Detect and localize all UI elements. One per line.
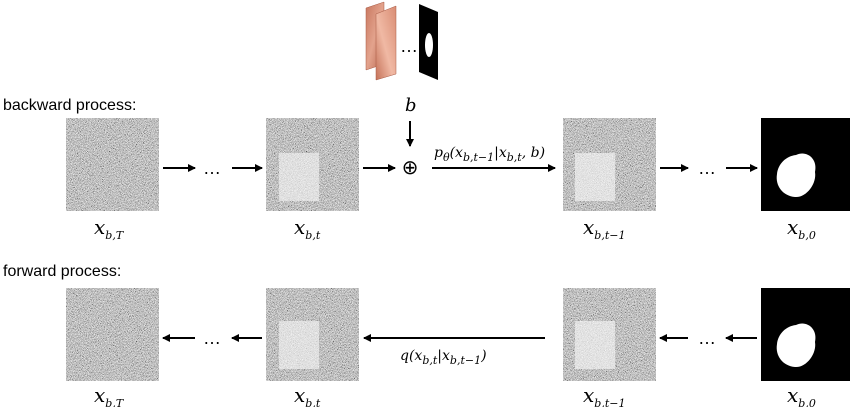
state-label-xbT: xb,T (94, 215, 125, 242)
tumor-blob (279, 321, 319, 369)
forward-transition-label: q(xb,t|xb,t−1) (400, 348, 487, 367)
state-label-xbtm1: xb,t−1 (583, 383, 625, 407)
segmentation-mask-blob (776, 153, 816, 198)
condition-mask-blob (425, 33, 433, 57)
state-label-xbt: xb,t (294, 383, 321, 407)
forward-ellipsis: … (203, 328, 221, 348)
forward-process-title: forward process: (3, 263, 121, 280)
condition-variable-b: b (405, 95, 417, 116)
state-label-xb0: xb,0 (787, 383, 816, 407)
tumor-blob (279, 153, 319, 201)
backward-ellipsis: … (203, 158, 221, 178)
forward-image-xbt (266, 288, 359, 381)
state-label-xbtm1: xb,t−1 (583, 215, 625, 242)
condition-image-stack: … (365, 1, 438, 81)
tumor-blob (575, 321, 615, 369)
condition-slice-front (375, 5, 397, 81)
backward-ellipsis: … (698, 158, 716, 178)
backward-image-xb0 (761, 118, 850, 211)
backward-transition-label: pθ(xb,t−1|xb,t, b) (434, 145, 545, 164)
state-label-xbt: xb,t (294, 215, 321, 242)
condition-stack-ellipsis: … (400, 36, 418, 56)
segmentation-mask-blob (776, 323, 816, 368)
state-label-xbT: xb,T (94, 383, 125, 407)
backward-image-xbt (266, 118, 359, 211)
oplus-operator-icon: ⊕ (402, 155, 419, 179)
forward-image-xb0 (761, 288, 850, 381)
forward-image-xbT (66, 288, 159, 381)
state-label-xb0: xb,0 (787, 215, 816, 242)
backward-image-xbT (66, 118, 159, 211)
forward-image-xbtm1 (563, 288, 656, 381)
forward-ellipsis: … (698, 328, 716, 348)
tumor-blob (575, 153, 615, 201)
backward-image-xbtm1 (563, 118, 656, 211)
backward-process-title: backward process: (3, 97, 136, 114)
